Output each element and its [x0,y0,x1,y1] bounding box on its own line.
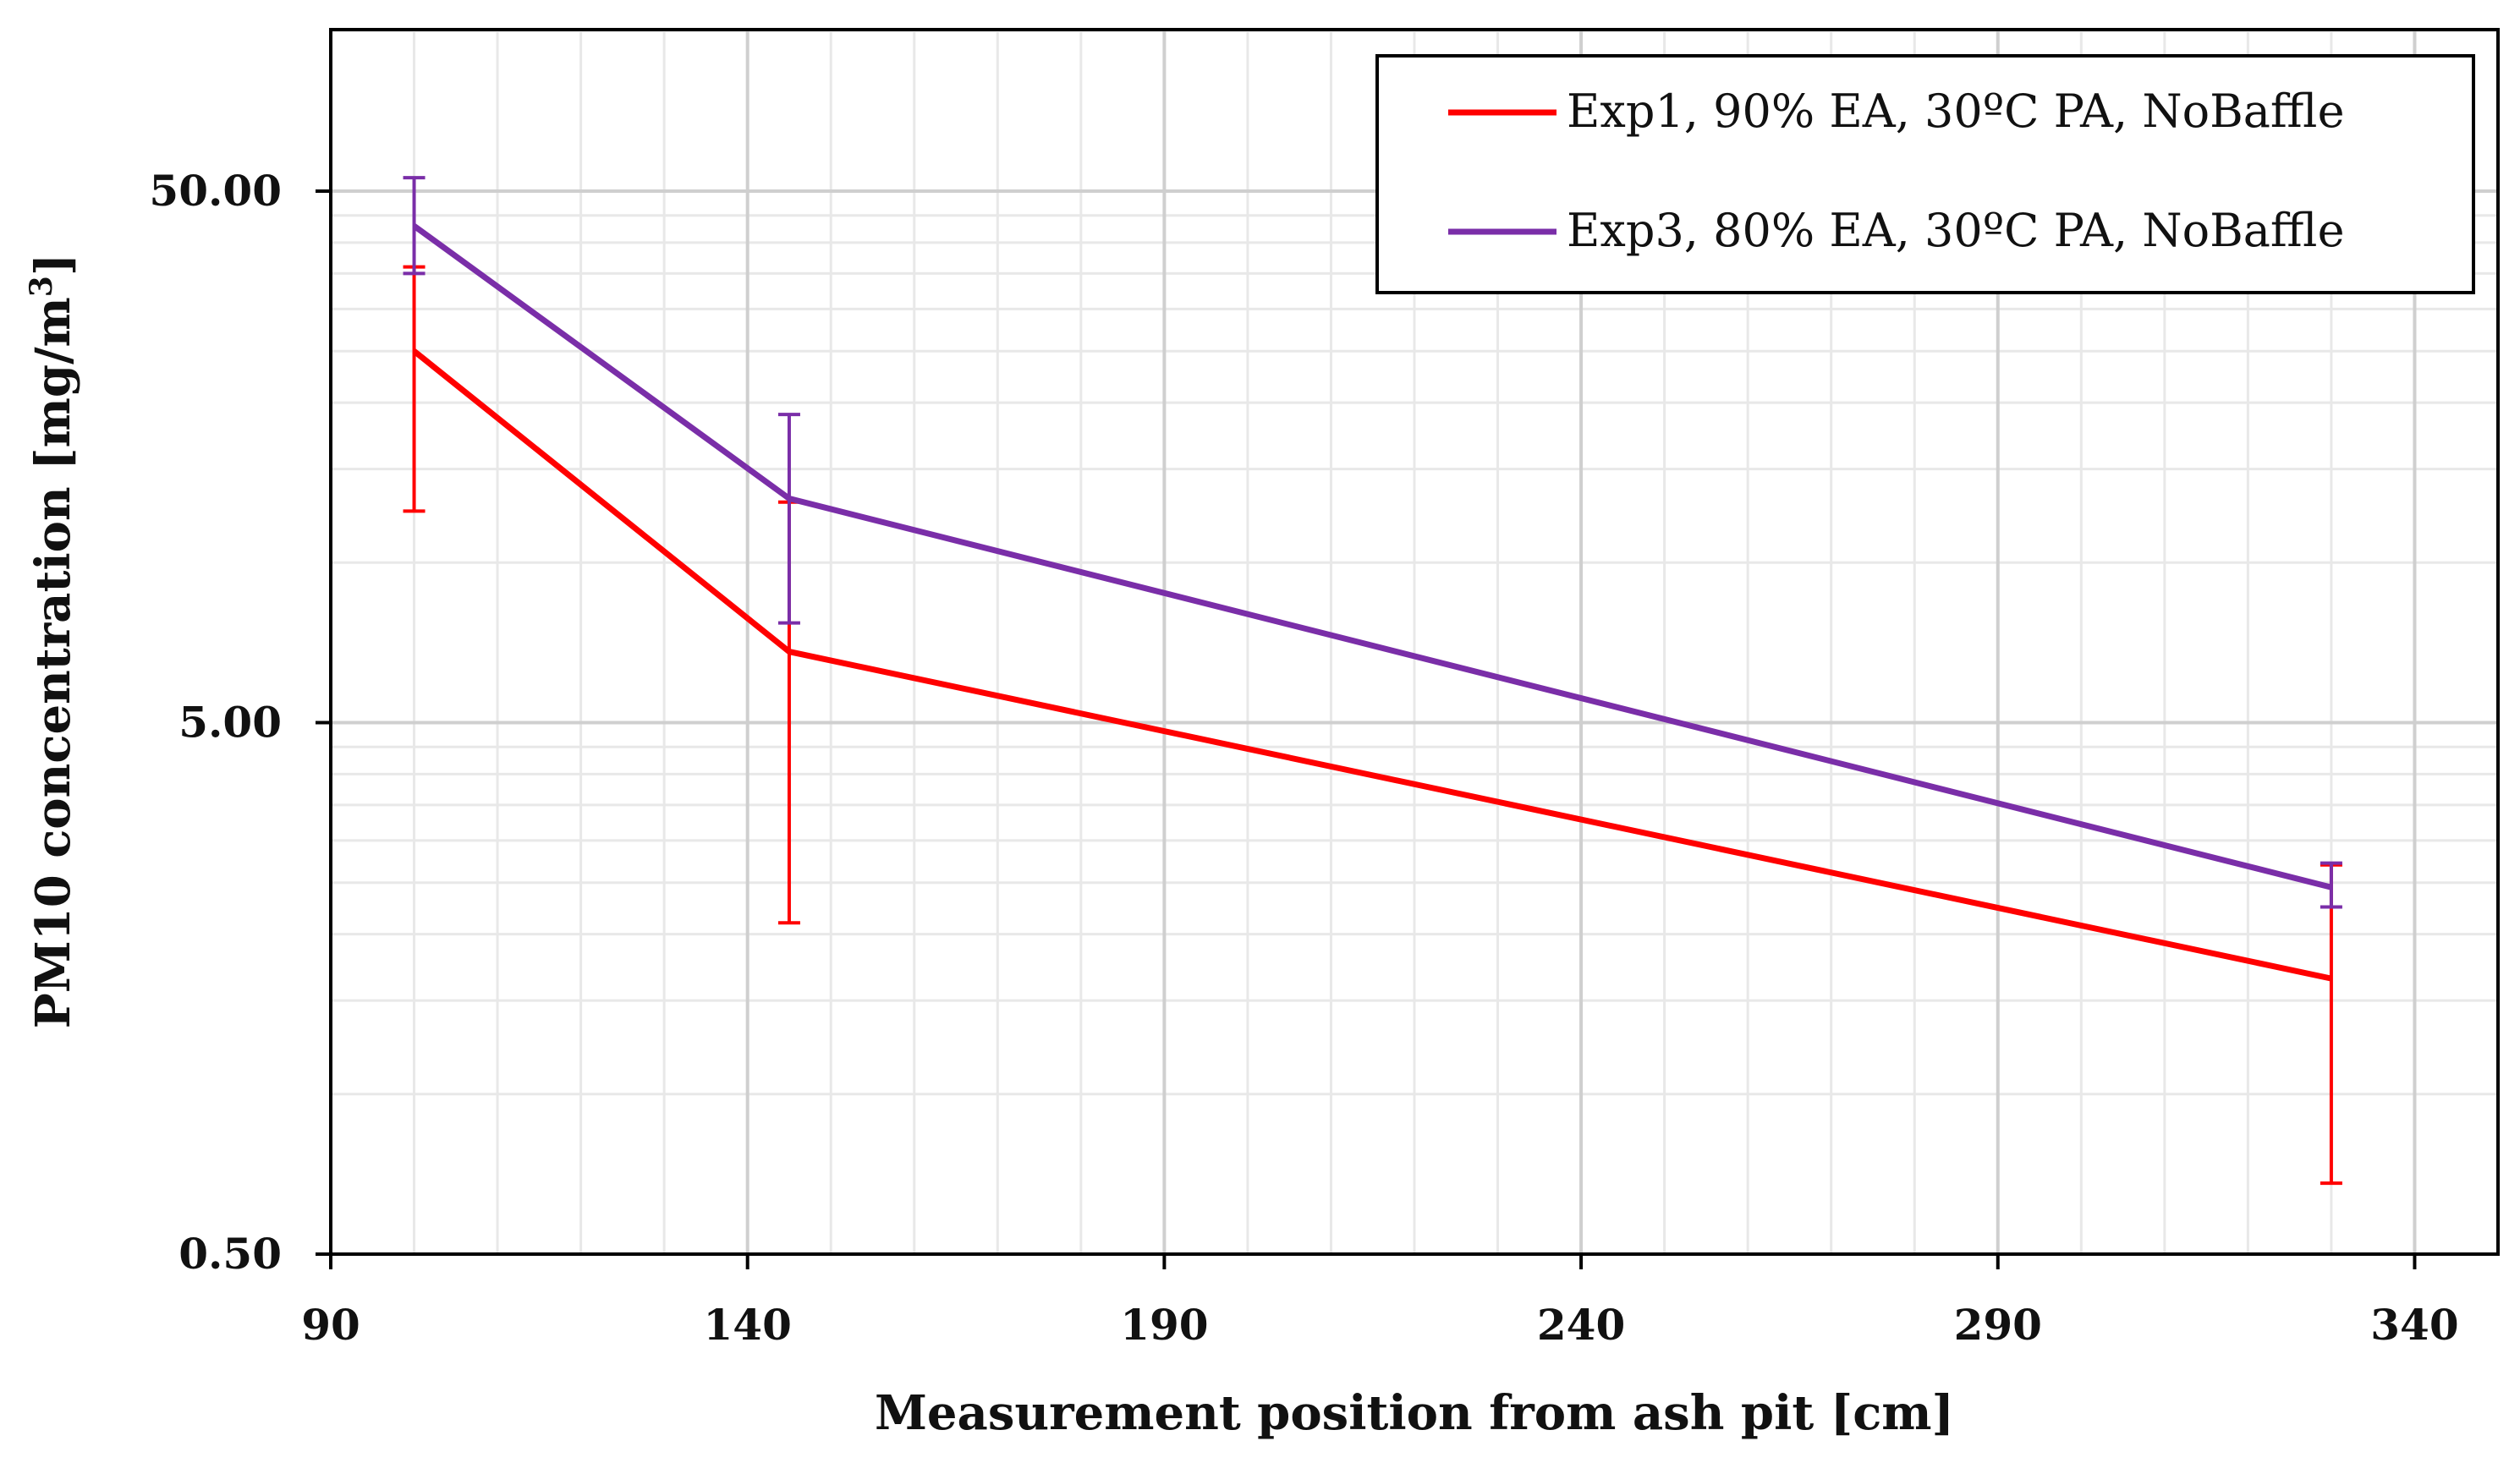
x-tick-label: 290 [1954,1300,2042,1350]
axis-ticks [316,189,2417,1269]
legend-box [1375,54,2475,294]
legend-label-exp1: Exp1, 90% EA, 30ºC PA, NoBaffle [1567,85,2345,138]
y-tick-labels: 0.50 5.00 50.00 [149,166,282,1279]
x-tick-label: 240 [1537,1300,1625,1350]
legend-label-exp3: Exp3, 80% EA, 30ºC PA, NoBaffle [1567,204,2345,257]
y-axis-title-close: ] [25,254,81,277]
x-tick-labels: 90 140 190 240 290 340 [301,1300,2458,1350]
x-tick-label: 190 [1120,1300,1208,1350]
y-axis-title-superscript: 3 [24,276,59,297]
x-tick-label: 340 [2370,1300,2458,1350]
x-tick-label: 140 [704,1300,792,1350]
y-axis-title: PM10 concentration [mg/m3] [24,254,81,1029]
x-axis-title: Measurement position from ash pit [cm] [875,1385,1954,1441]
plot-area-frame [329,28,2500,1256]
x-tick-label: 90 [301,1300,360,1350]
error-bar-exp3 [2320,861,2342,909]
y-tick-label: 5.00 [178,698,282,748]
legend: Exp1, 90% EA, 30ºC PA, NoBaffle Exp3, 80… [1375,54,2475,294]
y-axis-title-main: PM10 concentration [mg/m [25,297,81,1028]
error-bar-exp3 [777,413,800,625]
series-layer [403,176,2342,1186]
error-bar-exp3 [403,176,425,276]
y-tick-label: 50.00 [149,166,282,216]
y-tick-label: 0.50 [178,1229,282,1279]
